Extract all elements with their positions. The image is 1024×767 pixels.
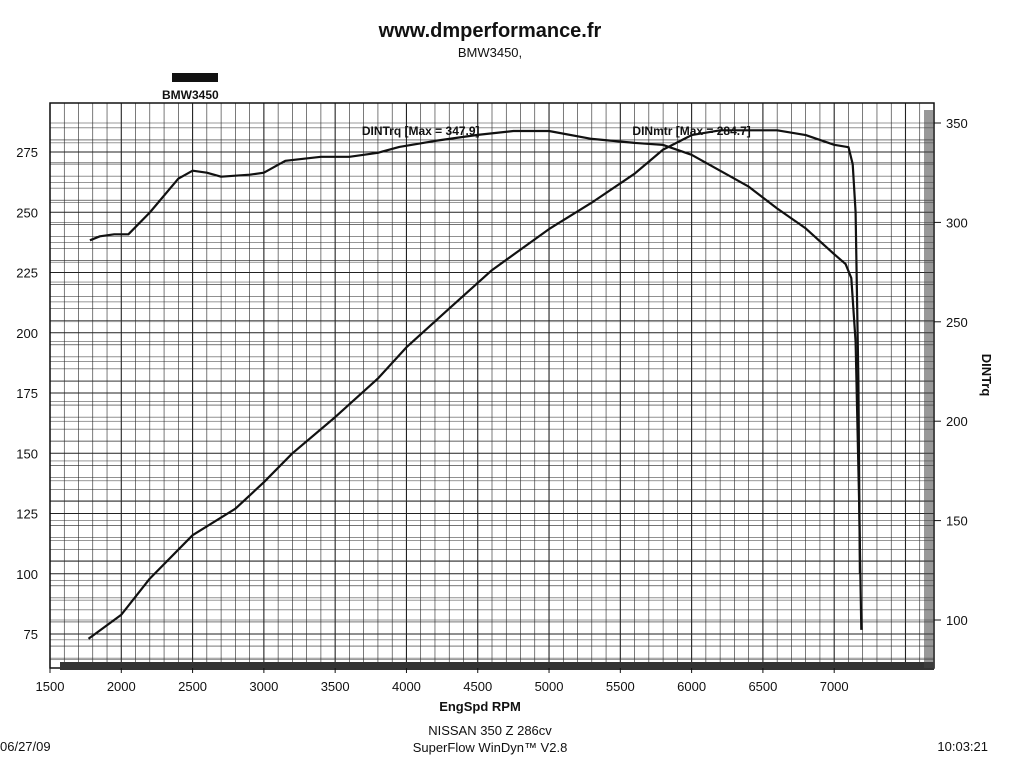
x-tick-label: 1500	[36, 679, 65, 694]
y-right-tick-label: 100	[946, 613, 968, 628]
y-right-tick-label: 300	[946, 215, 968, 230]
x-axis-title: EngSpd RPM	[439, 699, 521, 714]
y-left-tick-label: 100	[16, 567, 38, 582]
y-right-tick-label: 150	[946, 514, 968, 529]
series-line-dintrq	[89, 129, 863, 630]
legend-swatch	[172, 73, 218, 82]
y-right-tick-label: 250	[946, 315, 968, 330]
bottom-band	[60, 662, 934, 670]
y-left-tick-label: 75	[24, 627, 38, 642]
x-tick-label: 4500	[463, 679, 492, 694]
chart-grid	[49, 103, 934, 668]
x-tick-label: 3500	[321, 679, 350, 694]
y-axis-right-title: DINTrq	[979, 354, 994, 397]
y-left-tick-label: 250	[16, 205, 38, 220]
x-axis: 1500 2000 2500 3000 3500 4000 4500 5000 5500 6000…	[36, 668, 849, 694]
page-subtitle: BMW3450,	[458, 45, 522, 60]
y-right-tick-label: 200	[946, 414, 968, 429]
legend-label: BMW3450	[162, 88, 219, 102]
y-left-tick-label: 175	[16, 386, 38, 401]
x-tick-label: 5500	[606, 679, 635, 694]
footer-software: SuperFlow WinDyn™ V2.8	[413, 740, 568, 755]
annotation-label: DINmtr [Max = 284.7]	[632, 124, 750, 138]
page-title: www.dmperformance.fr	[378, 20, 602, 42]
y-left-tick-label: 125	[16, 507, 38, 522]
x-tick-label: 7000	[820, 679, 849, 694]
y-left-tick-label: 200	[16, 326, 38, 341]
y-axis-left: 75 100 125 150 175 200 225 250 275	[16, 145, 38, 642]
footer-date: 06/27/09	[0, 739, 51, 754]
x-tick-label: 6000	[677, 679, 706, 694]
x-tick-label: 3000	[249, 679, 278, 694]
series-line-dinmtr	[87, 129, 861, 640]
annotation-label: DINTrq [Max = 347.9]	[362, 124, 480, 138]
footer-vehicle: NISSAN 350 Z 286cv	[428, 723, 552, 738]
y-axis-right: 100 150 200 250 300 350	[934, 116, 968, 628]
right-band	[924, 110, 934, 668]
x-tick-label: 2500	[178, 679, 207, 694]
footer-time: 10:03:21	[937, 739, 988, 754]
x-tick-label: 4000	[392, 679, 421, 694]
y-left-tick-label: 275	[16, 145, 38, 160]
y-left-tick-label: 225	[16, 266, 38, 281]
y-right-tick-label: 350	[946, 116, 968, 131]
x-tick-label: 2000	[107, 679, 136, 694]
annotations: DINTrq [Max = 347.9] DINmtr [Max = 284.7]	[362, 124, 751, 138]
y-left-tick-label: 150	[16, 446, 38, 461]
x-tick-label: 6500	[748, 679, 777, 694]
x-tick-label: 5000	[535, 679, 564, 694]
